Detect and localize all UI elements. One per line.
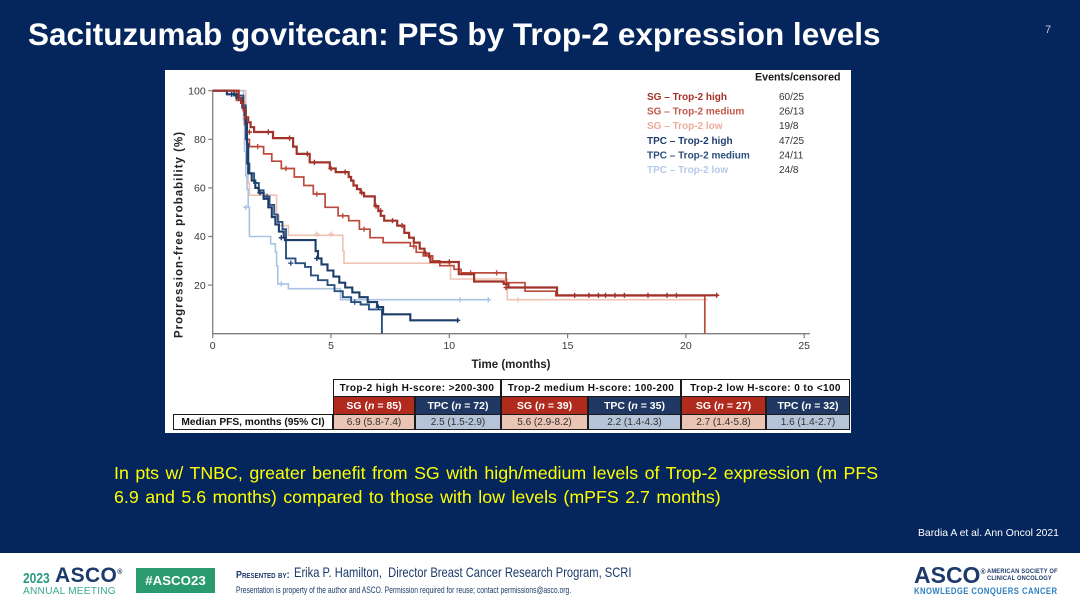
svg-text:Events/censored: Events/censored bbox=[755, 72, 841, 84]
svg-text:19/8: 19/8 bbox=[779, 121, 799, 132]
svg-text:SG – Trop-2 low: SG – Trop-2 low bbox=[647, 121, 723, 132]
svg-text:TPC – Trop-2 high: TPC – Trop-2 high bbox=[647, 136, 733, 147]
svg-text:0: 0 bbox=[210, 340, 216, 352]
svg-text:SG – Trop-2 high: SG – Trop-2 high bbox=[647, 92, 727, 103]
svg-text:26/13: 26/13 bbox=[779, 107, 804, 118]
svg-text:5: 5 bbox=[328, 340, 334, 352]
svg-text:TPC – Trop-2 medium: TPC – Trop-2 medium bbox=[647, 150, 750, 161]
svg-text:SG – Trop-2 medium: SG – Trop-2 medium bbox=[647, 107, 744, 118]
svg-text:20: 20 bbox=[194, 280, 206, 292]
svg-text:10: 10 bbox=[443, 340, 455, 352]
svg-text:TPC – Trop-2 low: TPC – Trop-2 low bbox=[647, 165, 728, 176]
svg-text:60: 60 bbox=[194, 183, 206, 195]
svg-text:20: 20 bbox=[680, 340, 692, 352]
svg-text:60/25: 60/25 bbox=[779, 92, 804, 103]
svg-text:80: 80 bbox=[194, 134, 206, 146]
svg-text:Progression-free probability (: Progression-free probability (%) bbox=[174, 131, 186, 338]
svg-text:100: 100 bbox=[188, 85, 206, 97]
svg-text:25: 25 bbox=[798, 340, 810, 352]
svg-text:Time (months): Time (months) bbox=[471, 359, 550, 371]
svg-text:24/11: 24/11 bbox=[779, 150, 804, 161]
svg-text:15: 15 bbox=[562, 340, 574, 352]
svg-text:24/8: 24/8 bbox=[779, 165, 799, 176]
svg-text:40: 40 bbox=[194, 231, 206, 243]
svg-text:47/25: 47/25 bbox=[779, 136, 804, 147]
